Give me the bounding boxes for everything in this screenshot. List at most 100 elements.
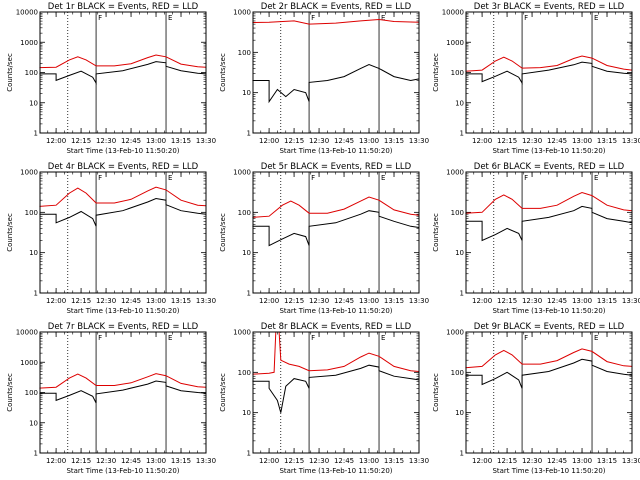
- x-tick-label: 12:30: [522, 137, 542, 145]
- marker-label: E: [168, 334, 172, 342]
- x-tick-label: 12:00: [259, 137, 279, 145]
- marker-label: F: [524, 14, 528, 22]
- panel-det-5: Det 5r BLACK = Events, RED = LLD Counts/s…: [219, 162, 429, 315]
- x-tick-label: 13:30: [196, 457, 216, 465]
- y-tick-label: 1000: [446, 39, 464, 47]
- marker-label: E: [381, 14, 385, 22]
- y-tick-label: 1000: [233, 169, 251, 177]
- marker-label: F: [98, 14, 102, 22]
- y-tick-label: 1: [460, 450, 464, 458]
- y-tick-label: 100: [238, 49, 251, 57]
- y-tick-label: 1000: [446, 329, 464, 337]
- y-tick-label: 100: [25, 209, 38, 217]
- x-tick-label: 12:15: [497, 137, 517, 145]
- lld-series-line: [39, 54, 207, 69]
- y-axis-label: Counts/sec: [219, 373, 227, 412]
- x-tick-label: 12:30: [309, 137, 329, 145]
- y-tick-label: 100: [238, 209, 251, 217]
- y-tick-label: 1: [247, 290, 251, 298]
- y-tick-label: 1: [247, 130, 251, 138]
- y-tick-label: 100: [451, 69, 464, 77]
- marker-label: E: [168, 14, 172, 22]
- marker-label: F: [524, 334, 528, 342]
- x-tick-label: 12:15: [284, 297, 304, 305]
- marker-label: E: [594, 334, 598, 342]
- panel-det-4: Det 4r BLACK = Events, RED = LLD Counts/s…: [6, 162, 216, 315]
- y-axis-label: Counts/sec: [432, 53, 440, 92]
- marker-label: E: [381, 334, 385, 342]
- y-tick-label: 1: [34, 290, 38, 298]
- panel-title: Det 9r BLACK = Events, RED = LLD: [474, 322, 625, 332]
- plot-frame: [39, 11, 207, 134]
- y-axis-label: Counts/sec: [432, 213, 440, 252]
- x-tick-label: 12:00: [259, 297, 279, 305]
- y-axis-label: Counts/sec: [219, 53, 227, 92]
- x-tick-label: 13:00: [359, 137, 379, 145]
- x-axis-label: Start Time (13-Feb-10 11:50:20): [492, 467, 605, 475]
- marker-label: F: [98, 334, 102, 342]
- x-tick-label: 13:15: [171, 297, 191, 305]
- events-series-line: [252, 210, 420, 247]
- plot-frame: [39, 331, 207, 454]
- x-tick-label: 12:15: [284, 137, 304, 145]
- events-series-line: [39, 61, 207, 85]
- x-tick-label: 13:00: [572, 297, 592, 305]
- x-tick-label: 13:30: [622, 137, 640, 145]
- x-tick-label: 12:30: [96, 297, 116, 305]
- x-tick-label: 13:00: [572, 137, 592, 145]
- x-tick-label: 13:30: [409, 457, 429, 465]
- y-tick-label: 10: [242, 409, 251, 417]
- x-tick-label: 13:30: [622, 457, 640, 465]
- y-axis-label: Counts/sec: [432, 373, 440, 412]
- events-series-line: [252, 63, 420, 104]
- x-tick-label: 13:30: [196, 297, 216, 305]
- x-axis-label: Start Time (13-Feb-10 11:50:20): [279, 147, 392, 155]
- lld-series-line: [252, 18, 420, 25]
- y-tick-label: 100: [451, 369, 464, 377]
- x-tick-label: 12:15: [71, 297, 91, 305]
- x-tick-label: 12:30: [522, 297, 542, 305]
- y-tick-label: 100: [238, 369, 251, 377]
- x-tick-label: 12:00: [472, 457, 492, 465]
- x-tick-label: 13:15: [171, 137, 191, 145]
- marker-label: F: [311, 334, 315, 342]
- panel-title: Det 3r BLACK = Events, RED = LLD: [474, 2, 625, 12]
- y-axis-label: Counts/sec: [6, 213, 14, 252]
- x-tick-label: 12:15: [497, 457, 517, 465]
- y-tick-label: 1000: [446, 169, 464, 177]
- lld-series-line: [465, 348, 633, 369]
- panel-title: Det 1r BLACK = Events, RED = LLD: [48, 2, 199, 12]
- marker-label: F: [311, 174, 315, 182]
- y-tick-label: 10: [455, 249, 464, 257]
- lld-series-line: [39, 373, 207, 389]
- x-axis-label: Start Time (13-Feb-10 11:50:20): [66, 467, 179, 475]
- events-series-line: [465, 205, 633, 242]
- lld-series-line: [465, 55, 633, 72]
- panel-title: Det 7r BLACK = Events, RED = LLD: [48, 322, 199, 332]
- marker-label: E: [594, 174, 598, 182]
- x-tick-label: 13:15: [384, 297, 404, 305]
- plot-frame: [465, 331, 633, 454]
- plot-frame: [252, 11, 420, 134]
- x-tick-label: 12:30: [522, 457, 542, 465]
- x-tick-label: 12:15: [284, 457, 304, 465]
- panel-title: Det 4r BLACK = Events, RED = LLD: [48, 162, 199, 172]
- x-tick-label: 12:00: [46, 457, 66, 465]
- events-series-line: [252, 364, 420, 413]
- x-tick-label: 12:30: [309, 457, 329, 465]
- plot-frame: [252, 171, 420, 294]
- lld-series-line: [252, 331, 420, 375]
- y-tick-label: 10: [242, 89, 251, 97]
- y-tick-label: 10000: [442, 9, 464, 17]
- x-axis-label: Start Time (13-Feb-10 11:50:20): [279, 307, 392, 315]
- plot-frame: [465, 11, 633, 134]
- x-tick-label: 12:00: [472, 297, 492, 305]
- marker-label: F: [311, 14, 315, 22]
- x-tick-label: 12:45: [547, 457, 567, 465]
- y-tick-label: 1: [247, 450, 251, 458]
- plot-frame: [39, 171, 207, 294]
- y-tick-label: 1000: [20, 359, 38, 367]
- x-tick-label: 12:15: [497, 297, 517, 305]
- x-tick-label: 12:30: [96, 137, 116, 145]
- x-tick-label: 12:00: [472, 137, 492, 145]
